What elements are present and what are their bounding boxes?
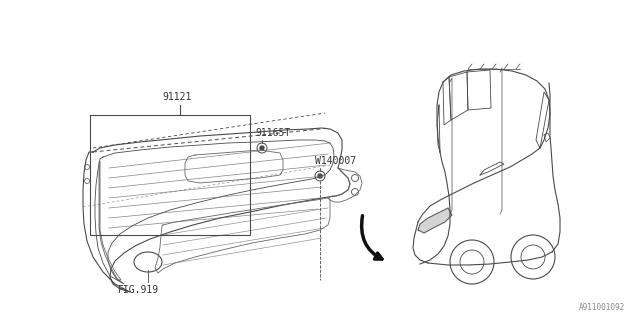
- Text: A911001092: A911001092: [579, 303, 625, 312]
- Text: 91165T: 91165T: [255, 128, 291, 138]
- Polygon shape: [418, 208, 452, 233]
- Text: W140007: W140007: [315, 156, 356, 166]
- Circle shape: [318, 174, 322, 178]
- Circle shape: [260, 146, 264, 150]
- FancyArrowPatch shape: [362, 216, 382, 259]
- Text: FIG.919: FIG.919: [118, 285, 159, 295]
- Text: 91121: 91121: [162, 92, 191, 102]
